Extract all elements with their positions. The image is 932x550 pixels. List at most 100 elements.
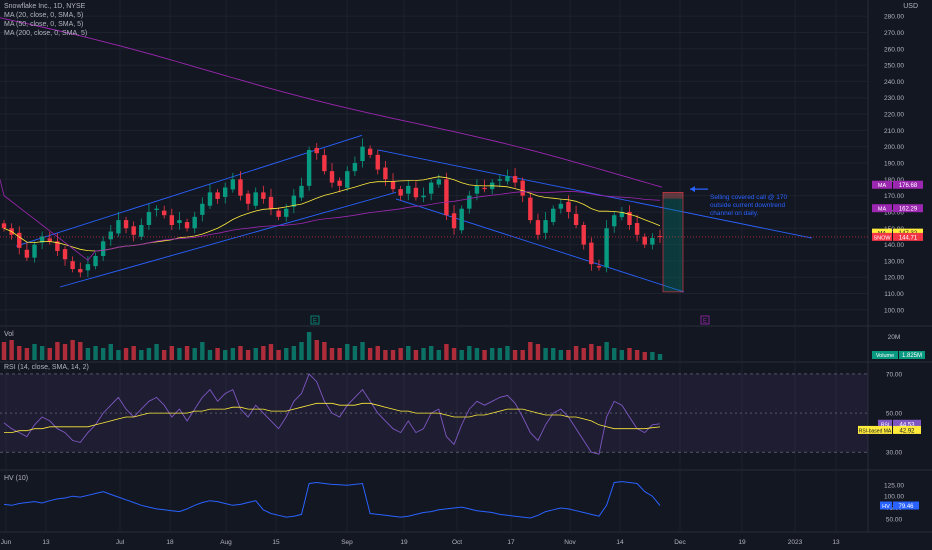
candle-body (428, 182, 434, 194)
candle-body (268, 196, 274, 209)
price-tick-label: 110.00 (884, 291, 904, 298)
volume-bar (268, 344, 274, 360)
candle-body (47, 238, 52, 242)
time-tick-label: Dec (674, 539, 686, 546)
volume-bar (619, 350, 625, 360)
volume-bar (154, 344, 159, 360)
volume-bar (223, 350, 228, 360)
candle-body (390, 181, 396, 190)
volume-bar (634, 350, 640, 360)
volume-bar (566, 350, 571, 360)
rsi-pane-label[interactable]: RSI (14, close, SMA, 14, 2) (4, 364, 89, 371)
candle-body (383, 167, 388, 180)
volume-bar (253, 348, 258, 360)
volume-bar (245, 350, 251, 360)
projection-box-lower (663, 192, 683, 292)
volume-bar (474, 348, 480, 360)
candle-body (131, 226, 136, 235)
volume-bar (284, 348, 289, 360)
hv-tick-label: 50.00 (886, 516, 903, 523)
candle-body (93, 256, 98, 267)
candle-body (436, 179, 441, 185)
candle-body (215, 192, 220, 199)
volume-bar (169, 346, 175, 360)
candle-body (146, 211, 152, 225)
symbol-title[interactable]: Snowflake Inc., 1D, NYSE (4, 3, 86, 10)
candle-body (375, 154, 380, 170)
volume-bar (459, 350, 464, 360)
candle-body (528, 197, 533, 221)
time-tick-label: 18 (166, 539, 174, 546)
candle-body (24, 249, 30, 258)
hv-tick-label: 100.00 (884, 494, 904, 501)
volume-bar (131, 346, 136, 360)
candle-body (642, 236, 647, 245)
volume-bar (528, 342, 533, 360)
volume-bar (451, 348, 457, 360)
volume-bar (100, 348, 106, 360)
volume-bar (39, 346, 45, 360)
candle-body (360, 146, 365, 162)
candle-body (154, 208, 159, 210)
ma20-legend[interactable]: MA (20, close, 0, SMA, 5) (4, 12, 84, 19)
rsi-badge-label-bg (878, 419, 892, 428)
candle-body (32, 244, 37, 258)
volume-bar (192, 348, 197, 360)
hv-pane-label[interactable]: HV (10) (4, 475, 29, 482)
candle-body (634, 223, 640, 235)
volume-bar (32, 344, 37, 360)
downtrend-channel-top (377, 149, 813, 239)
volume-bar (276, 350, 281, 360)
candle-body (619, 211, 625, 218)
candle-body (589, 242, 594, 265)
ma200-legend[interactable]: MA (200, close, 0, SMA, 5) (4, 30, 88, 37)
ma50-legend[interactable]: MA (50, close, 0, SMA, 5) (4, 21, 84, 28)
candle-body (261, 192, 266, 199)
price-badge-label-bg (872, 180, 892, 189)
volume-bar (184, 346, 190, 360)
time-tick-label: Sep (341, 539, 353, 546)
candle-body (108, 231, 113, 240)
candle-body (329, 171, 335, 183)
candle-body (161, 210, 167, 216)
volume-bar (161, 350, 167, 360)
candle-body (223, 187, 228, 197)
candle-body (70, 261, 75, 270)
price-tick-label: 100.00 (884, 307, 904, 314)
price-tick-label: 230.00 (884, 95, 904, 102)
projection-box-upper (663, 192, 683, 199)
volume-bar (627, 348, 632, 360)
volume-bar (657, 354, 663, 360)
volume-pane-label[interactable]: Vol (4, 331, 14, 338)
time-tick-label: 14 (616, 539, 624, 546)
candle-body (451, 213, 457, 229)
volume-bar (261, 346, 266, 360)
time-tick-label: Jul (116, 539, 125, 546)
candle-body (62, 249, 68, 260)
hv-line (3, 481, 661, 519)
price-tick-label: 140.00 (884, 242, 904, 249)
price-badge-value: 144.71 (899, 235, 918, 241)
price-badge-label: SNOW (873, 235, 891, 241)
hv-badge-label: HV (882, 504, 890, 510)
candle-body (55, 241, 60, 252)
candle-body (207, 192, 213, 206)
volume-bar (512, 350, 518, 360)
volume-bar (520, 350, 525, 360)
hv-badge-value-bg (893, 501, 919, 510)
volume-bar (345, 344, 350, 360)
volume-bar (62, 344, 68, 360)
rsi-badge-label-bg (858, 425, 892, 434)
candle-body (345, 171, 350, 188)
candle-body (139, 225, 144, 237)
event-marker-label: E (313, 319, 317, 325)
candle-body (123, 220, 129, 229)
volume-bar (116, 350, 121, 360)
volume-bar (482, 350, 487, 360)
rsi-badge: RSI 44.53 (878, 419, 921, 428)
candle-body (512, 176, 518, 183)
candle-body (299, 185, 304, 198)
candle-body (169, 215, 175, 225)
